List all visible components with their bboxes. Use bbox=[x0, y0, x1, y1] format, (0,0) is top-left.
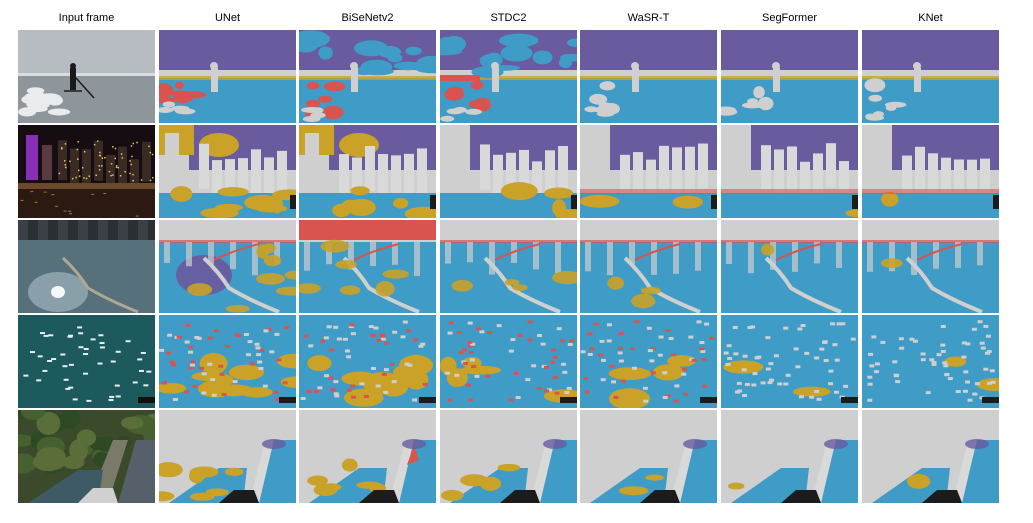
segmentation-output-image bbox=[299, 30, 436, 123]
column-header: SegFormer bbox=[761, 12, 818, 24]
segmentation-output-image bbox=[580, 315, 717, 408]
segmentation-output-image bbox=[440, 410, 577, 503]
column-header: BiSeNetv2 bbox=[341, 12, 394, 24]
segmentation-output-image bbox=[440, 30, 577, 123]
column-header: WaSR-T bbox=[627, 12, 670, 24]
input-frame-image bbox=[18, 220, 155, 313]
segmentation-output-image bbox=[721, 220, 858, 313]
segmentation-output-image bbox=[440, 125, 577, 218]
column-header: KNet bbox=[918, 12, 943, 24]
segmentation-output-image bbox=[299, 410, 436, 503]
segmentation-output-image bbox=[159, 220, 296, 313]
column-header: Input frame bbox=[58, 12, 115, 24]
segmentation-output-image bbox=[721, 125, 858, 218]
input-frame-image bbox=[18, 125, 155, 218]
segmentation-output-image bbox=[159, 315, 296, 408]
segmentation-output-image bbox=[159, 125, 296, 218]
segmentation-output-image bbox=[862, 220, 999, 313]
input-frame-image bbox=[18, 30, 155, 123]
segmentation-output-image bbox=[580, 125, 717, 218]
segmentation-output-image bbox=[299, 220, 436, 313]
input-frame-image bbox=[18, 410, 155, 503]
segmentation-output-image bbox=[580, 30, 717, 123]
segmentation-output-image bbox=[159, 30, 296, 123]
segmentation-output-image bbox=[721, 30, 858, 123]
column-header: STDC2 bbox=[490, 12, 527, 24]
segmentation-output-image bbox=[299, 125, 436, 218]
segmentation-output-image bbox=[721, 315, 858, 408]
segmentation-output-image bbox=[580, 220, 717, 313]
segmentation-output-image bbox=[440, 315, 577, 408]
input-frame-image bbox=[18, 315, 155, 408]
segmentation-output-image bbox=[862, 125, 999, 218]
segmentation-output-image bbox=[862, 30, 999, 123]
segmentation-output-image bbox=[862, 315, 999, 408]
column-header: UNet bbox=[214, 12, 241, 24]
segmentation-output-image bbox=[159, 410, 296, 503]
segmentation-output-image bbox=[580, 410, 717, 503]
segmentation-output-image bbox=[299, 315, 436, 408]
segmentation-output-image bbox=[721, 410, 858, 503]
segmentation-output-image bbox=[862, 410, 999, 503]
segmentation-output-image bbox=[440, 220, 577, 313]
